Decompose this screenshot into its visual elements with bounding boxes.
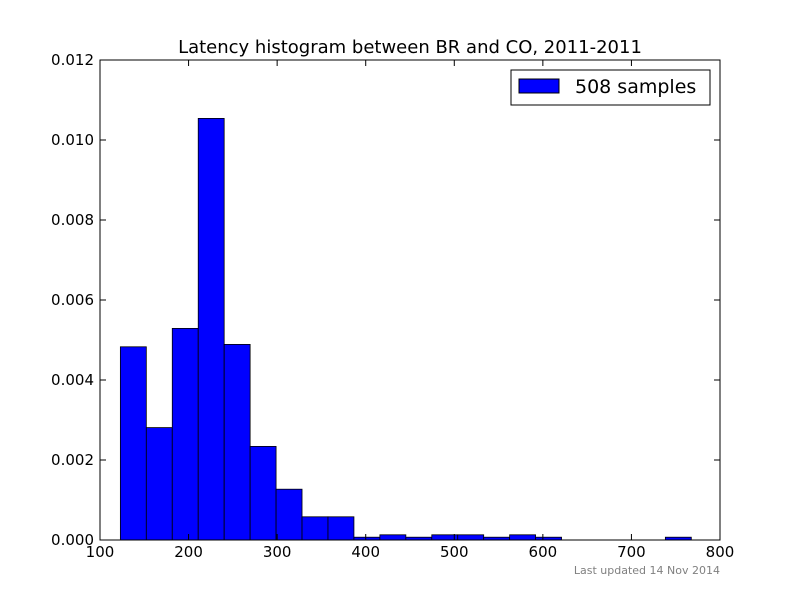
histogram-bar [223, 343, 251, 541]
x-tick-label: 700 [617, 543, 646, 561]
y-tick-label: 0.008 [51, 211, 94, 229]
x-tick-label: 200 [174, 543, 203, 561]
histogram-bar [119, 346, 147, 541]
x-tick-label: 600 [529, 543, 558, 561]
y-tick-label: 0.000 [51, 531, 94, 549]
histogram-bar [197, 118, 225, 541]
y-tick-label: 0.010 [51, 131, 94, 149]
histogram-bar [171, 327, 199, 541]
histogram-bar [509, 534, 536, 541]
last-updated-note: Last updated 14 Nov 2014 [574, 564, 720, 577]
legend: 508 samples [510, 69, 711, 106]
chart-title: Latency histogram between BR and CO, 201… [178, 37, 642, 58]
x-tick-label: 800 [706, 543, 735, 561]
histogram-bar [301, 516, 329, 541]
histogram-bar [379, 534, 407, 541]
histogram-bar [457, 534, 485, 541]
y-axis-ticks: 0.000 0.002 0.004 0.006 0.008 0.010 0.012 [51, 51, 720, 549]
x-tick-label: 500 [440, 543, 469, 561]
x-tick-label: 400 [351, 543, 380, 561]
bars-group [119, 118, 692, 541]
histogram-bar [327, 516, 355, 541]
x-tick-label: 300 [263, 543, 292, 561]
histogram-bar [145, 427, 173, 541]
histogram-bar [275, 488, 303, 541]
legend-label: 508 samples [575, 76, 696, 98]
y-tick-label: 0.004 [51, 371, 94, 389]
y-tick-label: 0.012 [51, 51, 94, 69]
x-axis-ticks: 100 200 300 400 500 600 700 800 [86, 60, 735, 561]
legend-swatch [518, 78, 560, 94]
y-tick-label: 0.002 [51, 451, 94, 469]
y-tick-label: 0.006 [51, 291, 94, 309]
x-tick-label: 100 [86, 543, 115, 561]
histogram-bar [249, 445, 277, 541]
